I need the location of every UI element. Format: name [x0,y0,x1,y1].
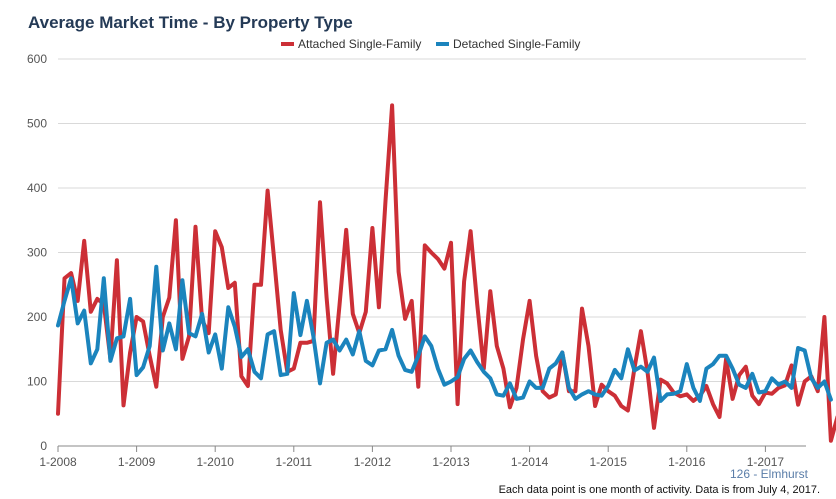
y-tick-label: 200 [27,310,47,324]
y-tick-label: 400 [27,181,47,195]
series-line-detached [56,264,833,403]
y-tick-label: 600 [27,52,47,66]
legend-swatch-attached [281,41,294,46]
legend-label-attached: Attached Single-Family [298,37,422,51]
y-tick-label: 100 [27,375,47,389]
legend-item-attached[interactable]: Attached Single-Family [281,37,421,51]
x-axis-tick-labels: 1-2008 1-2009 1-2010 1-2011 1-2012 1-2013 1-20… [39,455,784,469]
y-tick-label: 500 [27,117,47,131]
x-tick-label: 1-2014 [511,455,549,469]
y-tick-label: 0 [40,439,47,453]
legend: Attached Single-Family Detached Single-F… [0,37,836,53]
region-label: 126 - Elmhurst [729,467,808,481]
series-line-attached [56,103,836,443]
x-tick-label: 1-2016 [668,455,706,469]
x-tick-label: 1-2009 [118,455,156,469]
legend-label-detached: Detached Single-Family [453,37,581,51]
x-tick-label: 1-2011 [276,455,313,469]
footnote: Each data point is one month of activity… [498,484,820,496]
x-tick-label: 1-2015 [590,455,628,469]
x-tick-label: 1-2013 [432,455,470,469]
x-tick-label: 1-2012 [354,455,392,469]
x-tick-label: 1-2017 [747,455,785,469]
y-axis-tick-labels: 0 100 200 300 400 500 600 [27,52,47,453]
x-tick-label: 1-2010 [197,455,235,469]
legend-item-detached[interactable]: Detached Single-Family [436,37,580,51]
y-tick-label: 300 [27,246,47,260]
x-tick-label: 1-2008 [39,455,77,469]
series-lines [56,103,836,443]
legend-swatch-detached [436,41,449,46]
x-axis [57,445,806,452]
chart-title: Average Market Time - By Property Type [28,13,353,32]
